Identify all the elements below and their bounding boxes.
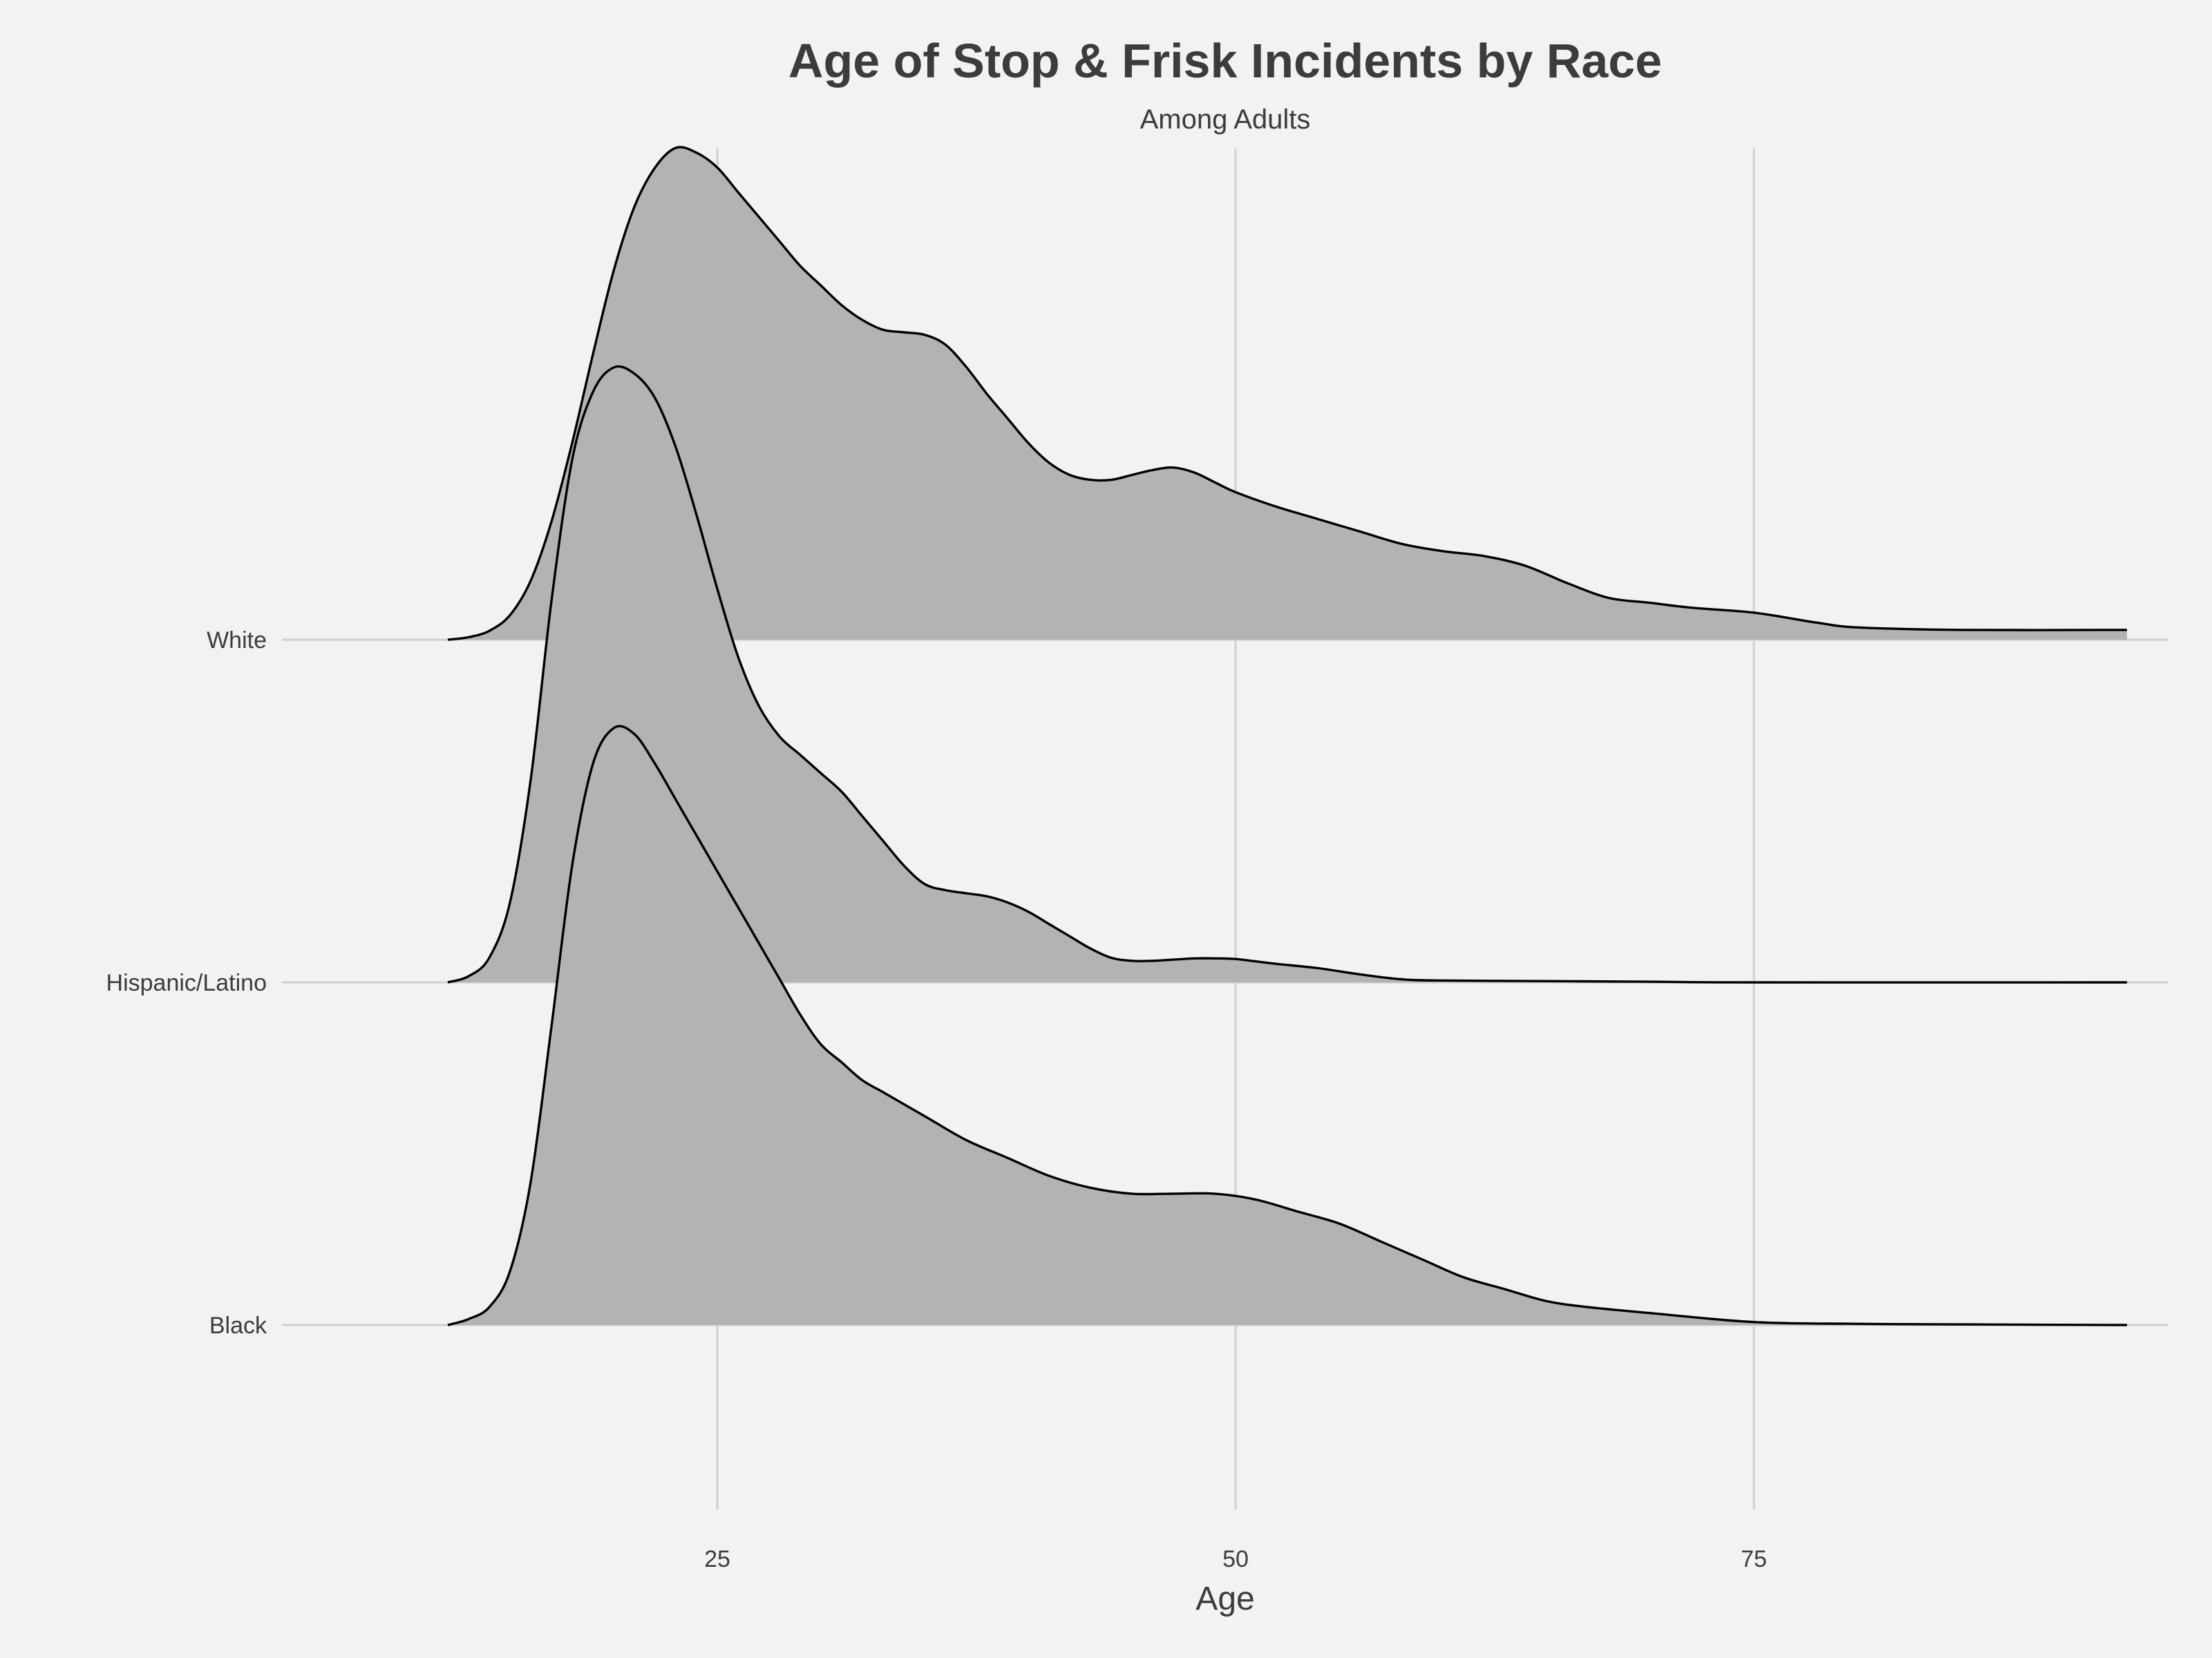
ridge-line-hispanic-latino bbox=[447, 365, 2128, 984]
ridge-line-white bbox=[447, 146, 2128, 641]
ridge-area-hispanic-latino bbox=[448, 366, 2127, 983]
y-tick-label: Hispanic/Latino bbox=[106, 970, 267, 996]
x-axis-label: Age bbox=[1195, 1581, 1254, 1617]
ridge-area-black bbox=[448, 726, 2127, 1325]
x-tick-label: 25 bbox=[704, 1546, 730, 1572]
x-tick-label: 50 bbox=[1222, 1546, 1249, 1572]
ridge-area-white bbox=[448, 146, 2127, 640]
x-tick-label: 75 bbox=[1741, 1546, 1767, 1572]
y-tick-label: Black bbox=[209, 1313, 267, 1339]
label-layer: 25 50 75 White Hispanic/Latino Black bbox=[106, 627, 1767, 1572]
y-tick-label: White bbox=[207, 627, 267, 654]
chart-title: Age of Stop & Frisk Incidents by Race bbox=[788, 34, 1662, 88]
ridge-line-black bbox=[447, 725, 2128, 1326]
ridge-layer bbox=[447, 146, 2128, 1326]
chart-subtitle: Among Adults bbox=[1140, 104, 1311, 135]
